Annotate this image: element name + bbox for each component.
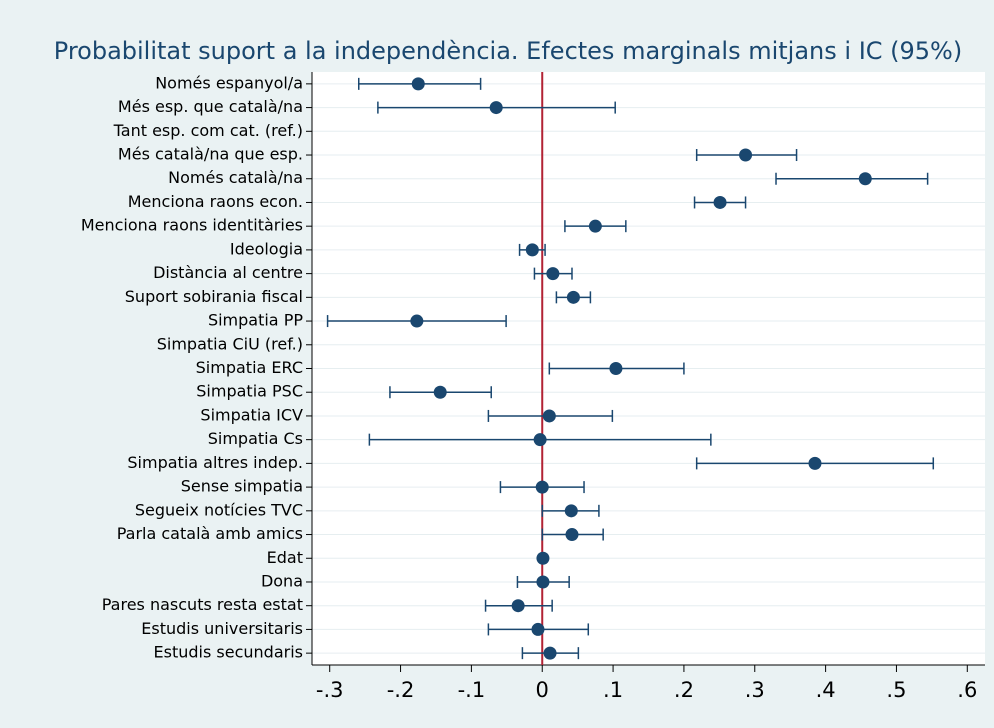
point: [546, 267, 560, 281]
point: [808, 456, 822, 470]
y-tick-label: Distància al centre: [153, 263, 303, 282]
chart-title: Probabilitat suport a la independència. …: [54, 37, 962, 65]
y-tick-label: Només espanyol/a: [155, 73, 303, 92]
x-tick-label: .4: [816, 678, 836, 702]
y-tick-label: Sense simpatia: [181, 477, 303, 496]
point: [566, 290, 580, 304]
x-tick-label: -.2: [387, 678, 415, 702]
y-tick-label: Simpatia PP: [208, 311, 303, 330]
x-tick-label: -.1: [458, 678, 486, 702]
point: [511, 599, 525, 613]
point: [609, 362, 623, 375]
point: [536, 551, 550, 565]
y-tick-label: Més esp. que català/na: [118, 97, 303, 116]
x-tick-label: .1: [603, 678, 623, 702]
y-tick-label: Pares nascuts resta estat: [102, 595, 303, 614]
y-tick-label: Tant esp. com cat. (ref.): [113, 121, 303, 140]
x-tick-label: .3: [745, 678, 765, 702]
y-tick-label: Simpatia Cs: [208, 429, 303, 448]
point: [713, 195, 727, 209]
y-tick-label: Parla català amb amics: [117, 524, 303, 543]
point: [489, 101, 503, 115]
y-tick-label: Simpatia CiU (ref.): [157, 334, 303, 353]
y-tick-label: Simpatia ICV: [200, 405, 303, 424]
point: [410, 314, 424, 328]
point: [564, 504, 578, 518]
y-tick-label: Simpatia PSC: [196, 382, 303, 401]
x-tick-label: .5: [886, 678, 906, 702]
point: [535, 480, 549, 494]
y-tick-label: Simpatia ERC: [196, 358, 303, 377]
point: [739, 148, 753, 162]
x-tick-label: .2: [674, 678, 694, 702]
point: [858, 172, 872, 186]
y-tick-label: Suport sobirania fiscal: [125, 287, 303, 306]
y-tick-label: Ideologia: [230, 239, 303, 258]
point: [536, 575, 550, 589]
point: [531, 622, 545, 636]
y-tick-label: Més català/na que esp.: [118, 145, 303, 164]
y-tick-label: Dona: [261, 571, 303, 590]
point: [542, 409, 556, 423]
point: [588, 219, 602, 233]
y-tick-label: Estudis secundaris: [154, 643, 303, 662]
x-tick-label: -.3: [316, 678, 344, 702]
x-tick-label: 0: [536, 678, 549, 702]
y-tick-label: Menciona raons identitàries: [81, 216, 303, 235]
y-tick-label: Estudis universitaris: [141, 619, 303, 638]
point: [543, 646, 557, 660]
y-tick-label: Només català/na: [168, 168, 303, 187]
point: [433, 385, 447, 399]
y-tick-label: Simpatia altres indep.: [127, 453, 303, 472]
y-tick-label: Menciona raons econ.: [128, 192, 303, 211]
x-tick-label: .6: [957, 678, 977, 702]
point: [533, 433, 547, 447]
y-tick-label: Edat: [267, 548, 303, 567]
y-tick-label: Segueix notícies TVC: [135, 500, 303, 519]
point: [411, 77, 425, 91]
point: [565, 528, 579, 542]
point: [525, 243, 539, 257]
